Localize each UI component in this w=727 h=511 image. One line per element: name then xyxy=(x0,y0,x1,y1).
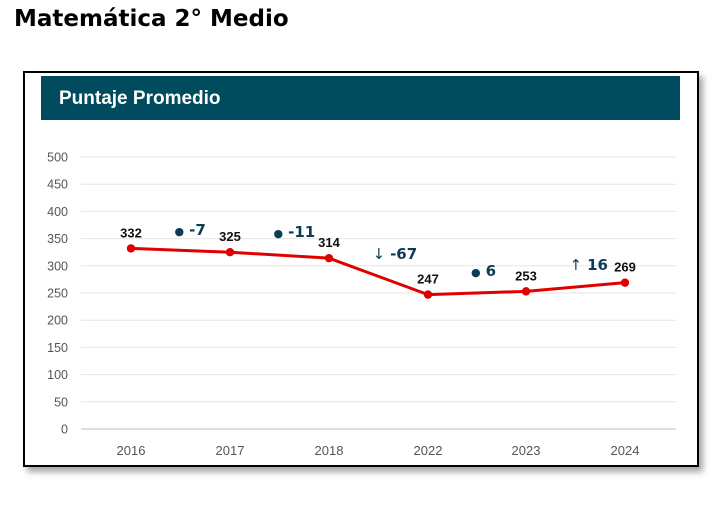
change-value: 6 xyxy=(486,262,496,280)
change-annotation: ● 6 xyxy=(471,262,496,280)
x-tick-label: 2016 xyxy=(117,443,146,458)
data-label: 314 xyxy=(318,235,340,250)
x-tick-label: 2018 xyxy=(315,443,344,458)
chart-header: Puntaje Promedio xyxy=(41,76,680,120)
x-tick-label: 2017 xyxy=(216,443,245,458)
change-value: -67 xyxy=(390,245,417,263)
data-label: 332 xyxy=(120,225,142,240)
change-marker: ● xyxy=(175,225,185,238)
y-tick-label: 50 xyxy=(54,395,68,409)
change-marker: ● xyxy=(274,227,284,240)
series-line xyxy=(129,246,627,297)
change-marker: ↑ xyxy=(570,256,583,274)
page-title: Matemática 2° Medio xyxy=(14,6,289,32)
line-chart: 0 50 100 150 200 250 300 350 400 450 500 2016 2017 20… xyxy=(47,151,676,458)
x-tick-label: 2022 xyxy=(414,443,443,458)
x-tick-label: 2024 xyxy=(611,443,640,458)
change-value: -7 xyxy=(189,221,206,239)
y-tick-label: 300 xyxy=(47,259,68,273)
y-tick-label: 200 xyxy=(47,314,68,328)
data-label: 325 xyxy=(219,229,241,244)
data-label: 269 xyxy=(614,260,636,275)
y-tick-label: 100 xyxy=(47,368,68,382)
y-tick-label: 350 xyxy=(47,232,68,246)
change-value: -11 xyxy=(288,223,315,241)
change-marker: ● xyxy=(471,266,481,279)
data-point xyxy=(324,253,334,263)
change-annotation: ● -11 xyxy=(274,223,316,241)
y-tick-label: 250 xyxy=(47,287,68,301)
data-point xyxy=(225,248,235,257)
change-annotation: ↓ -67 xyxy=(373,245,418,263)
data-point xyxy=(423,290,433,299)
y-tick-label: 450 xyxy=(47,178,68,192)
change-value: 16 xyxy=(587,256,608,274)
y-tick-label: 500 xyxy=(47,151,68,165)
change-annotation: ↑ 16 xyxy=(570,256,608,274)
y-tick-label: 0 xyxy=(61,423,68,437)
chart-title: Puntaje Promedio xyxy=(59,88,221,109)
data-label: 253 xyxy=(515,268,537,283)
data-label: 247 xyxy=(417,272,439,287)
data-point xyxy=(620,278,630,287)
data-point xyxy=(126,244,136,253)
data-point xyxy=(521,287,531,296)
chart-frame: Puntaje Promedio 0 50 100 150 200 250 300 350 40… xyxy=(23,71,699,467)
x-tick-label: 2023 xyxy=(512,443,541,458)
change-annotation: ● -7 xyxy=(175,221,206,239)
y-tick-label: 400 xyxy=(47,205,68,219)
y-tick-label: 150 xyxy=(47,341,68,355)
change-marker: ↓ xyxy=(373,245,386,263)
